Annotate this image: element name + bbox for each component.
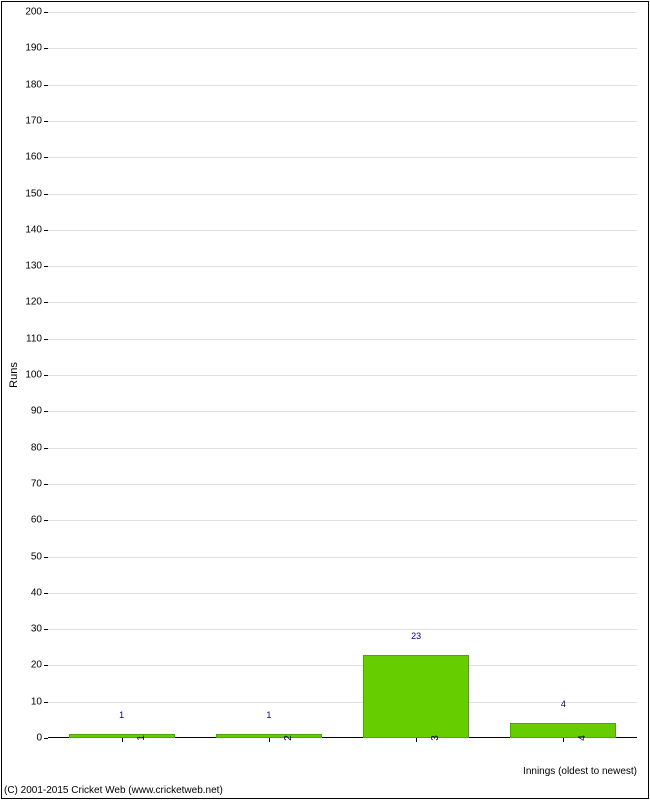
gridline [48, 85, 637, 86]
gridline [48, 557, 637, 558]
y-tick-label: 90 [31, 406, 48, 417]
bar [363, 655, 469, 738]
bar-value-label: 1 [266, 710, 271, 722]
chart-container: 0 10 20 30 40 50 60 70 80 90 100 110 120 130 140 150 160… [0, 0, 650, 800]
y-tick-label: 190 [25, 43, 48, 54]
gridline [48, 593, 637, 594]
y-tick-label: 40 [31, 587, 48, 598]
gridline [48, 629, 637, 630]
gridline [48, 12, 637, 13]
gridline [48, 665, 637, 666]
y-tick-label: 20 [31, 660, 48, 671]
plot-area: 0102030405060708090100110120130140150160… [48, 12, 637, 738]
y-tick-label: 140 [25, 224, 48, 235]
gridline [48, 266, 637, 267]
y-tick-label: 170 [25, 115, 48, 126]
copyright-text: (C) 2001-2015 Cricket Web (www.cricketwe… [4, 785, 223, 796]
y-tick-label: 130 [25, 261, 48, 272]
x-tick-label: 2 [269, 735, 294, 741]
bar-value-label: 23 [411, 631, 421, 643]
x-tick-label: 3 [416, 735, 441, 741]
y-tick-label: 160 [25, 152, 48, 163]
y-tick-label: 100 [25, 370, 48, 381]
y-axis-title: Runs [8, 362, 20, 388]
x-tick-label: 1 [122, 735, 147, 741]
x-tick-label: 4 [563, 735, 588, 741]
gridline [48, 121, 637, 122]
gridline [48, 157, 637, 158]
gridline [48, 375, 637, 376]
gridline [48, 411, 637, 412]
y-tick-label: 0 [36, 733, 48, 744]
y-tick-label: 50 [31, 551, 48, 562]
x-axis-title: Innings (oldest to newest) [523, 766, 637, 777]
gridline [48, 194, 637, 195]
y-tick-label: 180 [25, 79, 48, 90]
gridline [48, 230, 637, 231]
y-tick-label: 110 [26, 333, 48, 344]
gridline [48, 448, 637, 449]
gridline [48, 48, 637, 49]
gridline [48, 339, 637, 340]
y-tick-label: 70 [31, 478, 48, 489]
y-tick-label: 200 [25, 7, 48, 18]
y-tick-label: 60 [31, 515, 48, 526]
gridline [48, 520, 637, 521]
y-tick-label: 150 [25, 188, 48, 199]
y-tick-label: 30 [31, 624, 48, 635]
gridline [48, 702, 637, 703]
y-tick-label: 80 [31, 442, 48, 453]
gridline [48, 484, 637, 485]
gridline [48, 302, 637, 303]
bar-value-label: 4 [561, 699, 566, 711]
bar-value-label: 1 [119, 710, 124, 722]
y-tick-label: 120 [25, 297, 48, 308]
y-tick-label: 10 [31, 696, 48, 707]
